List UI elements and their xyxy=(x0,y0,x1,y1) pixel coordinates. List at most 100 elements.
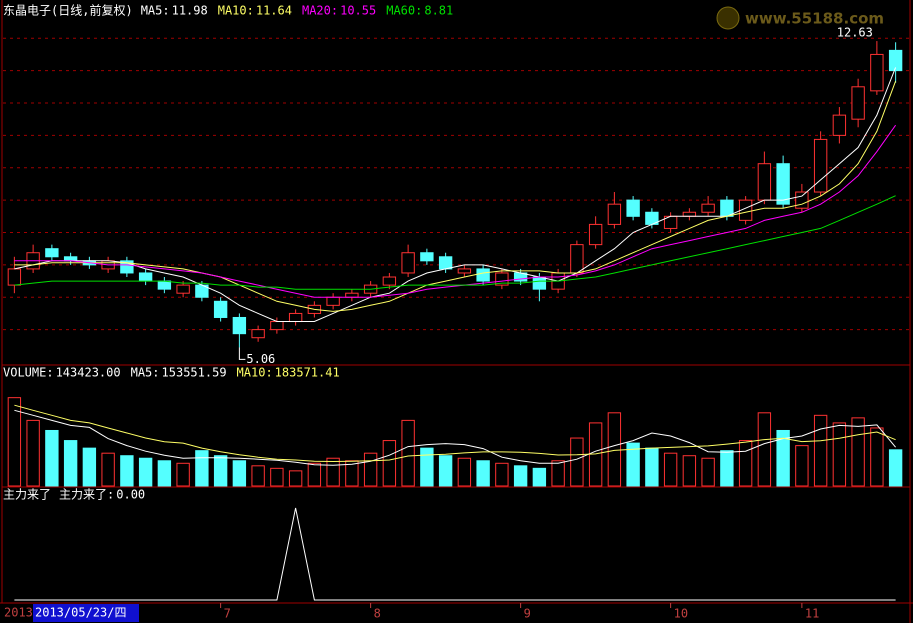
candle-body xyxy=(795,191,809,209)
header-text: 11.64 xyxy=(256,4,292,18)
candle-body xyxy=(326,296,340,306)
header-text: MA60: xyxy=(386,4,422,18)
volume-bar xyxy=(457,457,472,487)
volume-bar xyxy=(326,457,340,487)
header-text: 183571.41 xyxy=(275,366,340,380)
volume-bar xyxy=(663,452,678,487)
volume-bar xyxy=(382,440,397,487)
volume-bar xyxy=(101,452,115,487)
candle-body xyxy=(157,280,172,290)
ma-line xyxy=(14,195,896,290)
ma-line xyxy=(14,124,897,298)
ma-line xyxy=(14,507,896,601)
candle-body xyxy=(870,53,884,92)
candle-body xyxy=(701,203,715,213)
volume-bar xyxy=(82,447,97,487)
x-tick-label: 8 xyxy=(374,607,381,621)
volume-bar xyxy=(888,449,903,487)
volume-bar xyxy=(213,455,228,487)
volume-bar xyxy=(401,419,415,487)
volume-bar xyxy=(832,422,847,487)
volume-bar xyxy=(776,429,790,487)
header-text: MA20: xyxy=(302,4,338,18)
header-text: 11.98 xyxy=(172,4,208,18)
candle-body xyxy=(457,268,472,274)
volume-bar xyxy=(420,447,434,487)
candle-body xyxy=(888,49,903,72)
volume-bar xyxy=(157,460,172,487)
candle-body xyxy=(476,268,490,282)
header-text: 8.81 xyxy=(424,4,453,18)
candle-body xyxy=(588,223,603,246)
candle-body xyxy=(738,199,753,221)
candle-body xyxy=(532,276,547,290)
volume-bar xyxy=(626,442,640,487)
candle-body xyxy=(270,321,284,331)
candle-body xyxy=(626,199,640,217)
ma-line xyxy=(14,80,897,312)
volume-bar xyxy=(720,450,734,487)
candle-body xyxy=(382,276,397,286)
volume-bar xyxy=(120,455,134,487)
candle-body xyxy=(720,199,734,217)
volume-bar xyxy=(476,460,490,487)
volume-bar xyxy=(607,412,622,487)
cursor-date-bg xyxy=(33,604,139,622)
volume-bar xyxy=(438,455,453,487)
header-text: 143423.00 xyxy=(56,366,121,380)
candle-body xyxy=(63,256,78,262)
volume-bar xyxy=(232,460,247,487)
volume-bar xyxy=(813,414,828,487)
watermark-text: www.55188.com xyxy=(745,10,884,28)
candle-body xyxy=(7,268,22,286)
x-tick-label: 9 xyxy=(524,607,531,621)
candle-body xyxy=(851,86,865,120)
volume-bar xyxy=(551,460,565,487)
candle-body xyxy=(251,329,265,339)
header-text: 主力来了: xyxy=(59,488,114,502)
candle-body xyxy=(682,211,697,217)
annotation: 12.63 xyxy=(837,26,873,40)
candle-body xyxy=(570,244,584,274)
candle-body xyxy=(757,163,772,201)
candle-body xyxy=(345,292,359,298)
volume-bar xyxy=(63,440,78,487)
logo xyxy=(716,6,740,30)
candle-body xyxy=(832,114,847,136)
header-text: 10.55 xyxy=(340,4,376,18)
x-tick-label: 7 xyxy=(224,607,231,621)
volume-bar xyxy=(682,455,697,487)
volume-bar xyxy=(307,462,322,487)
annotation: 5.06 xyxy=(246,352,275,366)
candle-body xyxy=(232,316,247,335)
volume-bar xyxy=(513,465,528,487)
candle-body xyxy=(420,252,434,262)
volume-bar xyxy=(251,465,265,487)
volume-bar xyxy=(738,440,753,487)
header-text: MA10: xyxy=(218,4,254,18)
candle-body xyxy=(288,312,303,323)
volume-bar xyxy=(570,437,584,487)
annotation-leader xyxy=(238,347,246,360)
volume-bar xyxy=(45,429,59,487)
volume-bar xyxy=(176,462,190,487)
header-text: 主力来了 xyxy=(3,488,51,502)
candle-body xyxy=(401,252,415,274)
watermark: www.55188.com xyxy=(716,6,884,30)
volume-bar xyxy=(195,450,209,487)
header-text: MA5: xyxy=(131,366,160,380)
volume-bar xyxy=(851,417,865,487)
candle-body xyxy=(438,256,453,270)
header-text: 153551.59 xyxy=(162,366,227,380)
ma-line xyxy=(14,404,896,463)
volume-bar xyxy=(645,447,659,487)
volume-bar xyxy=(138,457,153,487)
volume-bar xyxy=(345,460,359,487)
volume-bar xyxy=(532,467,547,487)
candle-body xyxy=(495,272,509,286)
candle-body xyxy=(138,272,153,282)
volume-bar xyxy=(26,419,40,487)
